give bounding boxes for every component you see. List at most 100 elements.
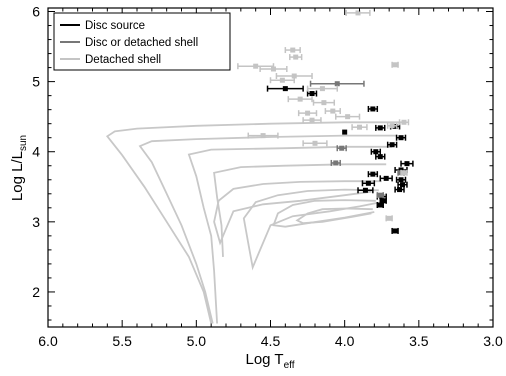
- data-points: [237, 9, 414, 234]
- y-tick-label: 3: [32, 214, 40, 230]
- track-1: [138, 134, 397, 324]
- marker: [404, 161, 410, 167]
- marker: [297, 96, 303, 102]
- point-s1-3: [376, 192, 384, 199]
- marker: [389, 142, 395, 148]
- point-s0-11: [367, 171, 379, 178]
- marker: [370, 106, 376, 112]
- marker: [357, 124, 362, 130]
- marker: [345, 114, 351, 120]
- marker: [355, 10, 361, 16]
- marker: [389, 123, 395, 129]
- point-s0-15: [397, 181, 408, 188]
- track-2: [187, 145, 393, 324]
- point-s2-1: [284, 47, 301, 54]
- marker: [392, 62, 398, 68]
- point-s2-3: [237, 63, 275, 70]
- x-tick-label: 4.5: [261, 333, 281, 349]
- point-s0-16: [357, 187, 374, 194]
- point-s2-18: [247, 132, 279, 139]
- point-s2-7: [391, 61, 399, 68]
- x-tick-label: 6.0: [38, 333, 58, 349]
- track-0: [105, 121, 404, 324]
- point-s2-13: [297, 110, 318, 117]
- legend: Disc source Disc or detached shell Detac…: [53, 12, 231, 71]
- point-s2-0: [345, 9, 371, 16]
- marker: [401, 170, 407, 176]
- marker: [260, 133, 266, 139]
- marker: [397, 187, 403, 193]
- marker: [293, 54, 299, 60]
- track-7: [295, 207, 373, 225]
- x-tick-label: 5.5: [112, 333, 132, 349]
- marker: [398, 177, 404, 183]
- point-s2-12: [324, 108, 341, 115]
- point-s2-19: [302, 140, 328, 147]
- x-tick-label: 4.0: [335, 333, 355, 349]
- point-s0-0: [266, 85, 304, 92]
- point-s2-10: [312, 99, 336, 106]
- y-tick-label: 5: [32, 74, 40, 90]
- marker: [309, 117, 315, 123]
- marker: [253, 63, 259, 69]
- x-tick-label: 5.0: [187, 333, 207, 349]
- marker: [383, 175, 389, 181]
- point-s0-22: [342, 129, 348, 135]
- point-s2-6: [269, 77, 295, 84]
- point-s0-8: [375, 153, 386, 160]
- marker: [291, 73, 297, 79]
- y-tick-label: 2: [32, 284, 40, 300]
- point-s0-21: [391, 227, 399, 234]
- marker: [319, 86, 325, 92]
- evolutionary-tracks: [105, 121, 404, 324]
- point-s0-17: [394, 186, 405, 193]
- point-s2-16: [386, 122, 398, 129]
- marker: [312, 140, 318, 146]
- legend-label-disc-source: Disc source: [85, 20, 145, 32]
- point-s2-4: [259, 65, 288, 72]
- marker: [377, 202, 383, 208]
- point-s0-14: [361, 180, 376, 187]
- point-s2-2: [289, 54, 303, 61]
- marker: [400, 182, 406, 188]
- marker: [365, 180, 371, 186]
- point-s0-12: [379, 175, 393, 182]
- marker: [330, 108, 336, 114]
- marker: [279, 77, 285, 83]
- marker: [373, 149, 379, 155]
- marker: [309, 91, 315, 97]
- marker: [334, 81, 340, 87]
- legend-label-disc-or-shell: Disc or detached shell: [85, 37, 198, 49]
- axis-ticks: 6.0 5.5 5.0 4.5 4.0 3.5 3.0 2 3 4 5 6: [32, 4, 503, 349]
- point-s0-7: [370, 148, 382, 155]
- point-s1-1: [336, 145, 347, 152]
- marker: [270, 66, 276, 72]
- point-s1-0: [309, 80, 365, 87]
- marker: [398, 135, 404, 141]
- point-s2-15: [351, 124, 368, 131]
- legend-box: [53, 12, 231, 71]
- point-s0-6: [386, 141, 398, 148]
- marker: [362, 187, 368, 193]
- point-s2-14: [302, 117, 322, 124]
- marker: [380, 198, 386, 204]
- point-s2-21: [385, 215, 393, 222]
- marker: [377, 154, 383, 160]
- marker: [342, 129, 348, 135]
- marker: [282, 86, 288, 92]
- point-s2-11: [335, 113, 361, 120]
- x-tick-label: 3.5: [409, 333, 429, 349]
- marker: [401, 119, 407, 125]
- y-tick-label: 4: [32, 144, 40, 160]
- point-s2-5: [275, 73, 313, 80]
- x-tick-label: 3.0: [483, 333, 503, 349]
- marker: [377, 125, 383, 131]
- point-s0-20: [376, 202, 384, 209]
- marker: [386, 215, 392, 221]
- point-s0-13: [395, 176, 407, 183]
- marker: [370, 171, 376, 177]
- x-axis-label: Log Teff: [245, 351, 294, 371]
- point-s2-20: [400, 169, 408, 176]
- point-s2-9: [287, 96, 313, 103]
